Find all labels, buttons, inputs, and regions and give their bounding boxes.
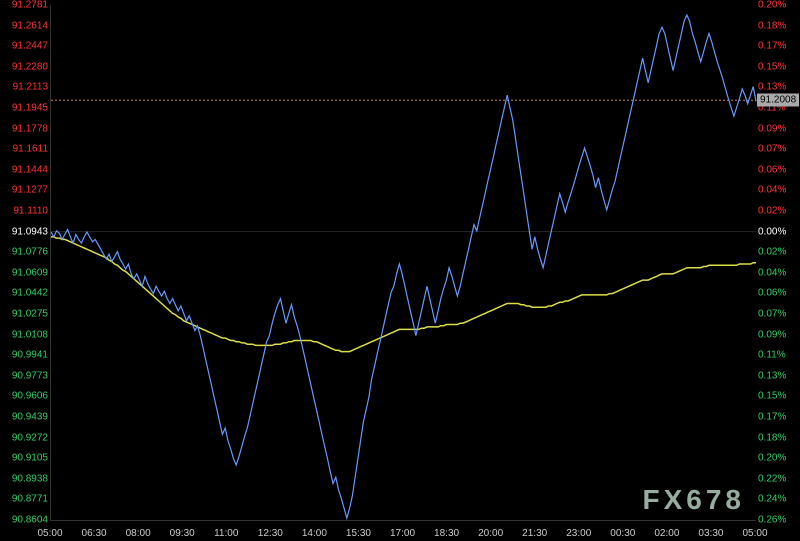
y-left-tick: 91.1444 [12, 164, 48, 175]
y-right-tick: 0.09% [758, 329, 786, 340]
y-left-tick: 91.1945 [12, 103, 48, 114]
x-tick: 21:30 [522, 528, 547, 539]
x-tick: 14:00 [302, 528, 327, 539]
x-tick: 23:00 [566, 528, 591, 539]
y-left-tick: 91.0943 [12, 226, 48, 237]
y-left-tick: 90.9439 [12, 412, 48, 423]
y-right-tick: 0.02% [758, 206, 786, 217]
y-left-tick: 91.0275 [12, 308, 48, 319]
y-right-tick: 0.04% [758, 267, 786, 278]
y-right-tick: 0.17% [758, 41, 786, 52]
y-right-tick: 0.02% [758, 247, 786, 258]
x-tick: 09:30 [170, 528, 195, 539]
y-right-tick: 0.13% [758, 82, 786, 93]
y-left-tick: 91.2614 [12, 20, 48, 31]
y-right-tick: 0.07% [758, 308, 786, 319]
price-line [51, 15, 756, 518]
y-right-tick: 0.11% [758, 350, 786, 361]
y-left-tick: 90.9105 [12, 453, 48, 464]
x-tick: 03:30 [698, 528, 723, 539]
y-right-tick: 0.04% [758, 185, 786, 196]
x-tick: 05:00 [37, 528, 62, 539]
current-price-value: 91.2008 [760, 95, 796, 106]
x-tick: 12:30 [258, 528, 283, 539]
y-left-tick: 90.9272 [12, 432, 48, 443]
x-tick: 11:00 [214, 528, 238, 539]
y-left-tick: 91.1110 [13, 206, 48, 217]
y-left-tick: 90.8938 [12, 473, 48, 484]
y-left-tick: 91.2280 [12, 61, 48, 72]
x-tick: 06:30 [82, 528, 107, 539]
watermark: FX678 [643, 484, 746, 516]
x-tick: 17:00 [390, 528, 415, 539]
fx-chart: 91.2781 91.2614 91.2447 91.2280 91.2113 91.19… [0, 0, 800, 541]
x-tick: 20:00 [478, 528, 503, 539]
y-right-tick: 0.06% [758, 164, 786, 175]
x-tick: 15:30 [346, 528, 371, 539]
moving-average-line [51, 237, 756, 352]
y-right-tick: 0.17% [758, 412, 786, 423]
y-left-tick: 91.0442 [12, 288, 48, 299]
y-right-tick: 0.09% [758, 123, 786, 134]
y-right-tick: 0.06% [758, 288, 786, 299]
y-left-tick: 91.2113 [13, 82, 48, 93]
x-tick: 08:00 [126, 528, 151, 539]
y-right-tick: 0.26% [758, 515, 786, 526]
y-left-tick: 91.0108 [12, 329, 48, 340]
y-left-tick: 91.1778 [12, 123, 48, 134]
x-tick: 00:30 [610, 528, 635, 539]
y-right-tick: 0.20% [758, 0, 786, 11]
y-right-tick: 0.13% [758, 370, 786, 381]
y-right-tick: 0.24% [758, 494, 786, 505]
y-left-tick: 91.2781 [12, 0, 48, 11]
plot-area[interactable] [50, 5, 756, 521]
y-left-tick: 90.9941 [12, 350, 48, 361]
y-left-tick: 90.8604 [12, 515, 48, 526]
current-price-badge: 91.2008 [757, 94, 799, 107]
x-tick: 18:30 [434, 528, 459, 539]
y-left-tick: 91.2447 [12, 41, 48, 52]
x-tick: 05:00 [742, 528, 767, 539]
chart-svg [51, 5, 756, 520]
y-left-tick: 91.1611 [13, 144, 48, 155]
y-right-tick: 0.07% [758, 144, 786, 155]
y-left-tick: 90.9606 [12, 391, 48, 402]
y-left-tick: 91.0776 [12, 247, 48, 258]
x-tick: 02:00 [654, 528, 679, 539]
y-left-tick: 90.9773 [12, 370, 48, 381]
y-right-tick: 0.20% [758, 453, 786, 464]
y-right-tick: 0.22% [758, 473, 786, 484]
y-left-tick: 90.8771 [12, 494, 48, 505]
y-right-tick: 0.18% [758, 432, 786, 443]
y-right-tick: 0.00% [758, 226, 786, 237]
y-right-tick: 0.15% [758, 61, 786, 72]
y-left-tick: 91.0609 [12, 267, 48, 278]
y-right-tick: 0.15% [758, 391, 786, 402]
y-left-tick: 91.1277 [12, 185, 48, 196]
y-right-tick: 0.18% [758, 20, 786, 31]
